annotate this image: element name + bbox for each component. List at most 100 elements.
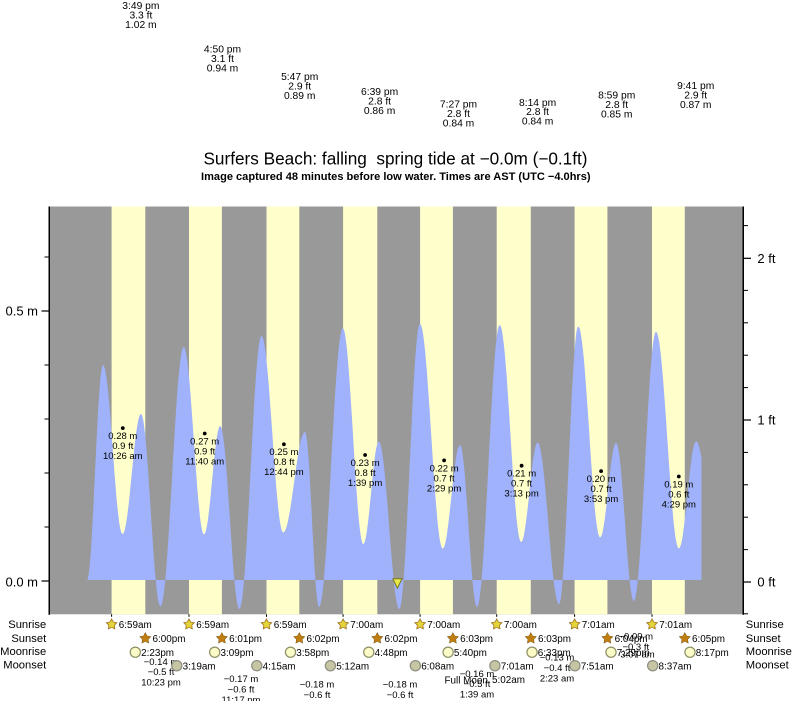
svg-text:4:29 pm: 4:29 pm bbox=[662, 499, 696, 510]
svg-text:Moonset: Moonset bbox=[3, 659, 47, 671]
svg-text:0.7 ft: 0.7 ft bbox=[591, 484, 612, 495]
svg-text:Surfers Beach: falling spring: Surfers Beach: falling spring tide at −0… bbox=[203, 148, 587, 168]
svg-text:5:47 pm: 5:47 pm bbox=[281, 72, 318, 83]
svg-text:−0.5 ft: −0.5 ft bbox=[464, 679, 491, 690]
svg-text:12:44 pm: 12:44 pm bbox=[264, 467, 304, 478]
svg-text:7:29pm: 7:29pm bbox=[617, 648, 650, 659]
svg-text:6:03pm: 6:03pm bbox=[538, 634, 571, 645]
svg-text:6:02pm: 6:02pm bbox=[307, 634, 340, 645]
svg-text:0.19 m: 0.19 m bbox=[664, 479, 693, 490]
svg-text:Moonset: Moonset bbox=[746, 659, 790, 671]
svg-text:Sunrise: Sunrise bbox=[8, 619, 46, 631]
svg-text:7:00am: 7:00am bbox=[350, 620, 383, 631]
svg-text:−0.17 m: −0.17 m bbox=[224, 674, 259, 685]
svg-text:10:26 am: 10:26 am bbox=[103, 451, 143, 462]
svg-text:8:59 pm: 8:59 pm bbox=[598, 91, 635, 102]
svg-text:−0.6 ft: −0.6 ft bbox=[387, 690, 414, 701]
svg-text:Sunrise: Sunrise bbox=[746, 619, 784, 631]
svg-text:6:05pm: 6:05pm bbox=[692, 634, 725, 645]
svg-text:2.8 ft: 2.8 ft bbox=[605, 100, 628, 111]
svg-text:3:49 pm: 3:49 pm bbox=[122, 1, 159, 12]
svg-text:4:15am: 4:15am bbox=[263, 661, 296, 672]
svg-text:7:27 pm: 7:27 pm bbox=[440, 100, 477, 111]
svg-text:0.89 m: 0.89 m bbox=[284, 91, 315, 102]
svg-text:3.3 ft: 3.3 ft bbox=[129, 11, 152, 22]
svg-text:9:41 pm: 9:41 pm bbox=[677, 81, 714, 92]
svg-text:1:39 pm: 1:39 pm bbox=[348, 478, 382, 489]
svg-text:0.8 ft: 0.8 ft bbox=[273, 457, 294, 468]
svg-text:0.21 m: 0.21 m bbox=[507, 469, 536, 480]
svg-text:0.7 ft: 0.7 ft bbox=[511, 479, 532, 490]
svg-text:6:01pm: 6:01pm bbox=[229, 634, 262, 645]
svg-text:6:59am: 6:59am bbox=[274, 620, 307, 631]
svg-text:4:50 pm: 4:50 pm bbox=[204, 45, 241, 56]
svg-text:6:04pm: 6:04pm bbox=[615, 634, 648, 645]
svg-text:2:23 am: 2:23 am bbox=[540, 673, 574, 684]
svg-text:4:48pm: 4:48pm bbox=[375, 648, 408, 659]
svg-text:6:03pm: 6:03pm bbox=[460, 634, 493, 645]
svg-text:0.86 m: 0.86 m bbox=[364, 106, 395, 117]
svg-text:6:39 pm: 6:39 pm bbox=[361, 87, 398, 98]
svg-text:6:08am: 6:08am bbox=[421, 661, 454, 672]
svg-text:7:01am: 7:01am bbox=[582, 620, 615, 631]
svg-text:2 ft: 2 ft bbox=[757, 251, 775, 266]
svg-text:11:40 am: 11:40 am bbox=[185, 456, 224, 467]
svg-text:2:29 pm: 2:29 pm bbox=[427, 483, 461, 494]
svg-text:0.84 m: 0.84 m bbox=[522, 117, 553, 128]
svg-text:8:17pm: 8:17pm bbox=[696, 648, 729, 659]
svg-text:−0.4 ft: −0.4 ft bbox=[544, 663, 571, 674]
svg-text:7:01am: 7:01am bbox=[501, 661, 534, 672]
svg-text:0.9 ft: 0.9 ft bbox=[112, 441, 133, 452]
svg-text:Image captured 48 minutes befo: Image captured 48 minutes before low wat… bbox=[201, 171, 591, 183]
svg-text:6:33pm: 6:33pm bbox=[538, 648, 571, 659]
svg-text:Moonrise: Moonrise bbox=[746, 646, 792, 658]
svg-text:−0.18 m: −0.18 m bbox=[383, 680, 418, 691]
svg-text:5:40pm: 5:40pm bbox=[454, 648, 487, 659]
svg-text:7:01am: 7:01am bbox=[659, 620, 692, 631]
svg-text:0 ft: 0 ft bbox=[757, 575, 775, 590]
svg-text:Full Moon: Full Moon bbox=[445, 675, 488, 686]
svg-text:0.9 ft: 0.9 ft bbox=[194, 446, 215, 457]
svg-text:3:19am: 3:19am bbox=[183, 661, 216, 672]
svg-text:−0.16 m: −0.16 m bbox=[460, 669, 495, 680]
svg-text:0.28 m: 0.28 m bbox=[108, 431, 137, 442]
svg-text:0.5 m: 0.5 m bbox=[5, 304, 38, 319]
svg-text:−0.14 m: −0.14 m bbox=[144, 657, 179, 668]
svg-text:0.7 ft: 0.7 ft bbox=[434, 473, 455, 484]
svg-text:10:23 pm: 10:23 pm bbox=[141, 678, 181, 689]
svg-text:3:07 am: 3:07 am bbox=[620, 650, 654, 661]
svg-text:Sunset: Sunset bbox=[11, 633, 47, 645]
svg-text:−0.6 ft: −0.6 ft bbox=[228, 685, 255, 696]
svg-text:0.22 m: 0.22 m bbox=[430, 463, 459, 474]
svg-text:Sunset: Sunset bbox=[746, 633, 782, 645]
svg-text:2.8 ft: 2.8 ft bbox=[526, 107, 549, 118]
svg-text:2:23pm: 2:23pm bbox=[141, 648, 174, 659]
svg-text:0.6 ft: 0.6 ft bbox=[668, 489, 689, 500]
svg-text:7:00am: 7:00am bbox=[427, 620, 460, 631]
svg-text:0.27 m: 0.27 m bbox=[190, 436, 219, 447]
svg-text:2.8 ft: 2.8 ft bbox=[368, 97, 391, 108]
svg-text:8:14 pm: 8:14 pm bbox=[519, 98, 556, 109]
svg-text:−0.5 ft: −0.5 ft bbox=[148, 667, 175, 678]
svg-text:0.85 m: 0.85 m bbox=[601, 109, 632, 120]
svg-text:−0.3 ft: −0.3 ft bbox=[622, 642, 649, 653]
svg-text:5:12am: 5:12am bbox=[336, 661, 369, 672]
svg-text:7:51am: 7:51am bbox=[581, 661, 614, 672]
svg-text:0.84 m: 0.84 m bbox=[443, 118, 474, 129]
svg-text:−0.6 ft: −0.6 ft bbox=[304, 690, 331, 701]
svg-text:3:13 pm: 3:13 pm bbox=[504, 489, 538, 500]
svg-text:3:58pm: 3:58pm bbox=[296, 648, 329, 659]
svg-text:6:59am: 6:59am bbox=[119, 620, 152, 631]
svg-text:2.9 ft: 2.9 ft bbox=[684, 91, 707, 102]
svg-text:5:02am: 5:02am bbox=[492, 675, 525, 686]
svg-text:6:59am: 6:59am bbox=[196, 620, 229, 631]
svg-text:Moonrise: Moonrise bbox=[0, 646, 46, 658]
svg-text:−0.13 m: −0.13 m bbox=[540, 653, 575, 664]
svg-text:0.20 m: 0.20 m bbox=[587, 474, 616, 485]
svg-text:6:00pm: 6:00pm bbox=[153, 634, 186, 645]
svg-text:2.8 ft: 2.8 ft bbox=[447, 109, 470, 120]
svg-text:1 ft: 1 ft bbox=[757, 413, 775, 428]
svg-text:0.0 m: 0.0 m bbox=[5, 575, 38, 590]
svg-text:11:17 pm: 11:17 pm bbox=[222, 695, 261, 701]
svg-text:3:09pm: 3:09pm bbox=[221, 648, 254, 659]
